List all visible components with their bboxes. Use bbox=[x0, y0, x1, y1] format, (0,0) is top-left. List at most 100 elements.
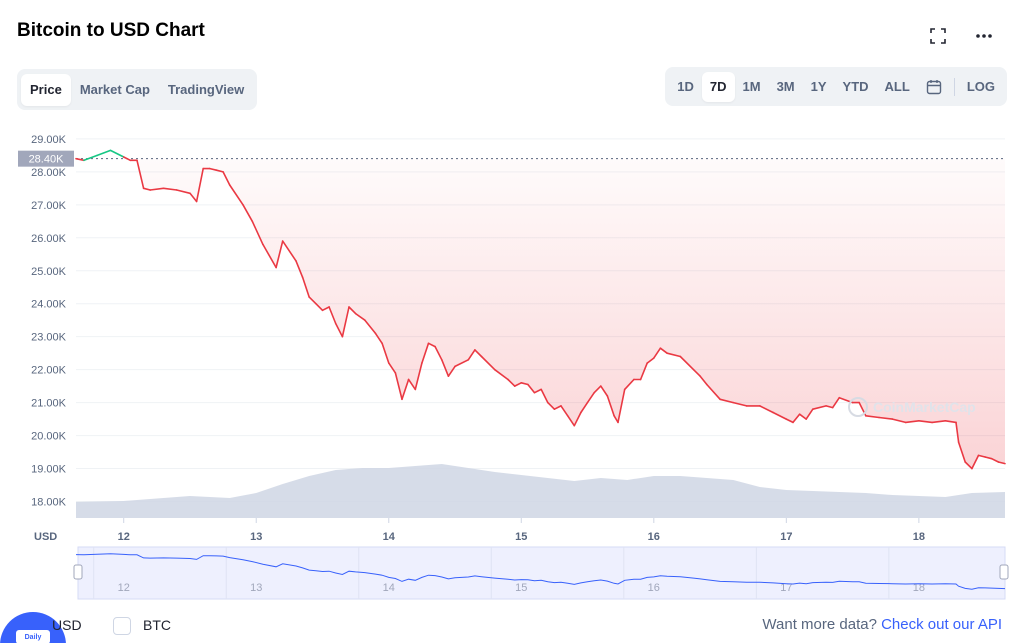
price-line-segment bbox=[918, 419, 933, 424]
range-1y[interactable]: 1Y bbox=[810, 79, 827, 94]
price-line-segment bbox=[825, 405, 834, 409]
navigator-handle-left[interactable] bbox=[73, 564, 83, 580]
y-tick-label: 22.00K bbox=[31, 365, 67, 377]
daily-badge: Daily bbox=[16, 630, 50, 643]
volume-shape bbox=[76, 464, 1005, 518]
x-tick-label: 16 bbox=[648, 531, 660, 543]
price-line-segment bbox=[374, 332, 383, 345]
btc-checkbox[interactable] bbox=[113, 617, 131, 635]
price-line-segment bbox=[275, 240, 284, 269]
x-tick-label: 15 bbox=[515, 531, 527, 543]
price-line-segment bbox=[798, 413, 808, 420]
price-line-segment bbox=[639, 362, 649, 381]
price-line-segment bbox=[251, 220, 264, 246]
price-line-segment bbox=[513, 381, 523, 387]
chart-type-tabs: Price Market Cap TradingView bbox=[17, 69, 258, 110]
navigator-line bbox=[75, 553, 1006, 590]
price-line-segment bbox=[732, 401, 748, 407]
price-line-segment bbox=[573, 411, 582, 427]
y-tick-label: 25.00K bbox=[31, 266, 67, 278]
log-scale-toggle[interactable]: LOG bbox=[966, 79, 995, 94]
range-ytd[interactable]: YTD bbox=[842, 79, 869, 94]
y-tick-label: 28.00K bbox=[31, 167, 67, 179]
legend-usd-label: USD bbox=[52, 617, 82, 633]
y-axis: 29.00K 28.00K 27.00K 26.00K 25.00K 24.00K 23.0… bbox=[31, 134, 67, 509]
price-line-segment bbox=[281, 240, 297, 262]
price-line-segment bbox=[295, 260, 304, 279]
chart-actions bbox=[928, 26, 994, 46]
watermark-text: CoinMarketCap bbox=[873, 399, 976, 415]
range-3m[interactable]: 3M bbox=[776, 79, 795, 94]
price-line-segment bbox=[407, 378, 417, 391]
price-line-segment bbox=[394, 372, 403, 401]
price-line-segment bbox=[109, 149, 125, 158]
navigator-window[interactable] bbox=[77, 546, 1006, 600]
price-line-segment bbox=[162, 187, 178, 191]
price-line-segment bbox=[315, 302, 324, 312]
more-options-icon[interactable] bbox=[974, 26, 994, 46]
price-line-segment bbox=[566, 414, 576, 427]
price-line-segment bbox=[831, 396, 841, 409]
price-line-segment bbox=[149, 187, 165, 191]
x-tick-label: 12 bbox=[118, 531, 130, 543]
range-all[interactable]: ALL bbox=[884, 79, 910, 94]
price-line-segment bbox=[301, 276, 311, 298]
api-link[interactable]: Check out our API bbox=[881, 616, 1002, 633]
tab-tradingview[interactable]: TradingView bbox=[167, 82, 245, 97]
y-tick-label: 18.00K bbox=[31, 497, 67, 509]
price-line-segment bbox=[540, 388, 549, 404]
volume-area bbox=[76, 464, 1005, 518]
range-1m[interactable]: 1M bbox=[742, 79, 761, 94]
range-navigator[interactable]: 12 13 14 15 16 17 18 bbox=[73, 546, 1009, 600]
price-line-segment bbox=[878, 416, 894, 420]
tab-market-cap[interactable]: Market Cap bbox=[79, 82, 150, 97]
price-line-segment bbox=[904, 419, 920, 424]
navigator-label: 14 bbox=[383, 582, 395, 594]
price-line-segment bbox=[142, 187, 151, 191]
price-line-segment bbox=[679, 355, 695, 371]
range-7d[interactable]: 7D bbox=[701, 71, 735, 102]
y-tick-label: 19.00K bbox=[31, 464, 67, 476]
price-line-segment bbox=[334, 322, 344, 338]
price-line-segment bbox=[262, 243, 277, 269]
price-line-segment bbox=[586, 391, 596, 404]
y-tick-label: 23.00K bbox=[31, 332, 67, 344]
price-line-segment bbox=[606, 395, 615, 417]
range-1d[interactable]: 1D bbox=[677, 79, 694, 94]
open-price-badge bbox=[18, 150, 74, 167]
price-line-segment bbox=[593, 385, 602, 394]
price-line-segment bbox=[964, 461, 973, 470]
navigator-label: 17 bbox=[780, 582, 792, 594]
price-line-segment bbox=[195, 167, 204, 203]
x-tick-label: 17 bbox=[780, 531, 792, 543]
price-line-segment bbox=[527, 383, 536, 394]
open-price-label: 28.40K bbox=[29, 154, 65, 166]
price-line-segment bbox=[580, 401, 589, 414]
x-axis: USD 12 13 14 15 16 17 18 bbox=[34, 518, 925, 543]
tab-price[interactable]: Price bbox=[21, 73, 71, 106]
price-line-segment bbox=[931, 419, 947, 424]
price-chart[interactable]: 28.40K 29.00K 28.00K 27.00K 26.00K 25.00K 24.… bbox=[0, 115, 1024, 610]
price-line-segment bbox=[666, 352, 682, 358]
fullscreen-icon[interactable] bbox=[928, 26, 948, 46]
price-line bbox=[75, 149, 1006, 470]
calendar-icon[interactable] bbox=[918, 72, 950, 102]
price-line-segment bbox=[209, 167, 218, 172]
price-line-segment bbox=[772, 411, 788, 420]
time-range-tabs: 1D 7D 1M 3M 1Y YTD ALL LOG bbox=[665, 67, 1007, 106]
navigator-label: 18 bbox=[913, 582, 925, 594]
navigator-label: 13 bbox=[250, 582, 262, 594]
price-line-segment bbox=[341, 306, 350, 338]
navigator-label: 16 bbox=[648, 582, 660, 594]
price-line-segment bbox=[792, 413, 801, 424]
price-line-segment bbox=[348, 306, 357, 315]
x-tick-label: 13 bbox=[250, 531, 262, 543]
price-line-segment bbox=[328, 306, 337, 325]
price-line-segment bbox=[434, 345, 443, 361]
y-tick-label: 27.00K bbox=[31, 200, 67, 212]
navigator-handle-right[interactable] bbox=[999, 564, 1009, 580]
price-line-segment bbox=[83, 154, 98, 162]
y-tick-label: 20.00K bbox=[31, 431, 67, 443]
y-tick-label: 26.00K bbox=[31, 233, 67, 245]
price-line-segment bbox=[533, 388, 543, 394]
